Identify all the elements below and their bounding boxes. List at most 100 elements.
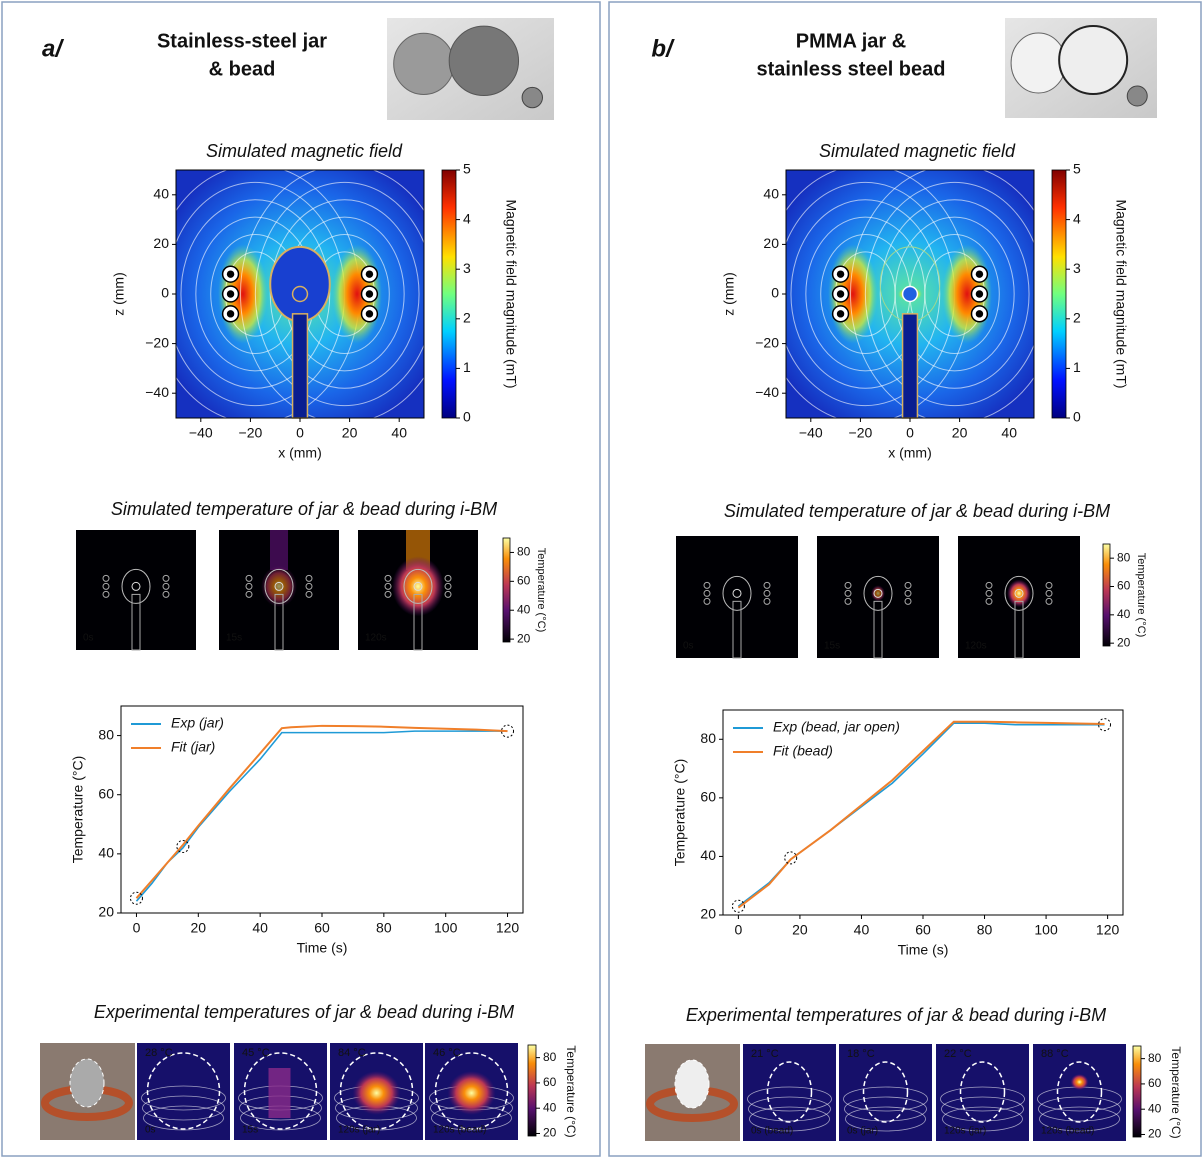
sim-bead <box>413 581 423 591</box>
x-tick-label: 40 <box>252 920 268 936</box>
colorbar-tick-label: 80 <box>543 1050 557 1064</box>
sim-coil <box>844 597 852 605</box>
sim-coil <box>305 574 313 582</box>
exp-coil-outline <box>142 1095 225 1121</box>
colorbar-label: Temperature (°C) <box>1169 1046 1183 1138</box>
photo-jar <box>393 32 455 96</box>
exp-time: 120s (bead) <box>1041 1126 1094 1137</box>
sim-stem <box>274 593 284 651</box>
legend-label: Exp (bead, jar open) <box>773 719 900 735</box>
exp-frame <box>743 1044 836 1141</box>
coil <box>975 310 984 318</box>
sim-coil <box>444 582 452 590</box>
highlight-marker <box>176 839 190 853</box>
field-line <box>894 216 1015 372</box>
x-axis-label: Time (s) <box>898 942 949 958</box>
exp-hotspot <box>447 1071 496 1115</box>
exp-hotspot <box>1070 1074 1089 1090</box>
exp-jar-outline <box>959 1061 1006 1123</box>
sim-coil <box>985 597 993 605</box>
sim-stem <box>131 593 141 651</box>
x-tick-label: 0 <box>133 920 141 936</box>
y-tick-label: −40 <box>145 384 169 400</box>
jar-outline <box>269 245 331 323</box>
sim-bead <box>131 581 141 591</box>
x-tick-label: 120 <box>496 920 520 936</box>
sim-glow <box>392 556 444 617</box>
y-tick-label: 60 <box>98 785 114 801</box>
y-tick-label: 80 <box>700 730 716 746</box>
exp-coil-outline <box>942 1106 1023 1132</box>
exp-temperature: 84 °C <box>338 1047 366 1059</box>
colorbar-tick-label: 5 <box>1073 161 1081 177</box>
panel-title: & bead <box>209 58 276 80</box>
highlight-marker <box>129 891 143 905</box>
y-tick-label: −20 <box>145 334 169 350</box>
coil <box>226 270 235 278</box>
colorbar-label: Temperature (°C) <box>535 548 547 632</box>
sim-coil <box>162 574 170 582</box>
plot-title: Simulated magnetic field <box>819 141 1016 161</box>
x-tick-label: −40 <box>799 425 823 441</box>
exp-coil-outline <box>747 1086 832 1112</box>
colorbar-tick-label: 60 <box>1148 1076 1162 1090</box>
field-line <box>864 181 1045 407</box>
sim-jar <box>403 568 433 604</box>
y-tick-label: 60 <box>700 789 716 805</box>
colorbar-tick-label: 3 <box>463 260 471 276</box>
sim-coil <box>703 581 711 589</box>
highlight-marker <box>1098 718 1112 732</box>
exp-temperature: 88 °C <box>1041 1048 1069 1060</box>
colorbar-tick-label: 40 <box>1117 607 1131 621</box>
colorbar-tick-label: 60 <box>1117 579 1131 593</box>
panel-frame <box>1 1 601 1157</box>
y-tick-label: −40 <box>755 384 779 400</box>
sim-jar <box>722 575 752 611</box>
colorbar-tick-label: 3 <box>1073 260 1081 276</box>
colorbar-tick-label: 4 <box>1073 210 1081 226</box>
colorbar <box>1132 1045 1142 1138</box>
colorbar-tick-label: 2 <box>1073 310 1081 326</box>
colorbar-tick-label: 4 <box>463 210 471 226</box>
plot-frame <box>722 709 1124 916</box>
colorbar <box>441 169 457 419</box>
sim-glow <box>261 565 297 608</box>
coil <box>226 290 235 298</box>
colorbar-tick-label: 2 <box>463 310 471 326</box>
exp-coil-outline <box>141 1085 226 1111</box>
colorbar-tick-label: 40 <box>517 602 531 616</box>
exp-temperature: 45 °C <box>242 1047 270 1059</box>
colorbar <box>1102 543 1111 647</box>
y-tick-label: 0 <box>161 285 169 301</box>
coil <box>226 310 235 318</box>
x-axis-label: Time (s) <box>297 940 348 956</box>
y-tick-label: 80 <box>98 726 114 742</box>
exp-time: 120s (jar) <box>944 1126 986 1137</box>
field-line <box>879 199 1030 389</box>
x-tick-label: −20 <box>849 425 873 441</box>
highlight-marker <box>784 851 798 865</box>
sim-coil <box>763 581 771 589</box>
sim-coil <box>763 597 771 605</box>
sim-coil <box>1045 597 1053 605</box>
exp-coil-outline <box>749 1106 830 1132</box>
x-tick-label: 40 <box>391 425 407 441</box>
exp-jar-outline <box>339 1052 414 1130</box>
y-axis-label: z (mm) <box>111 272 127 316</box>
x-tick-label: −20 <box>239 425 263 441</box>
legend-label: Fit (bead) <box>773 743 833 759</box>
colorbar-tick-label: 80 <box>1148 1051 1162 1065</box>
colorbar-tick-label: 1 <box>1073 359 1081 375</box>
y-tick-label: 20 <box>700 906 716 922</box>
x-tick-label: 60 <box>915 922 931 938</box>
section-title: Experimental temperatures of jar & bead … <box>686 1005 1106 1025</box>
colorbar <box>502 537 511 643</box>
series-line <box>737 720 1105 909</box>
legend-label: Fit (jar) <box>171 739 215 755</box>
sim-bead <box>873 588 883 598</box>
colorbar-tick-label: 40 <box>543 1100 557 1114</box>
sim-coil <box>844 589 852 597</box>
x-tick-label: 80 <box>376 920 392 936</box>
sim-plume <box>270 530 288 570</box>
x-tick-label: 0 <box>906 425 914 441</box>
